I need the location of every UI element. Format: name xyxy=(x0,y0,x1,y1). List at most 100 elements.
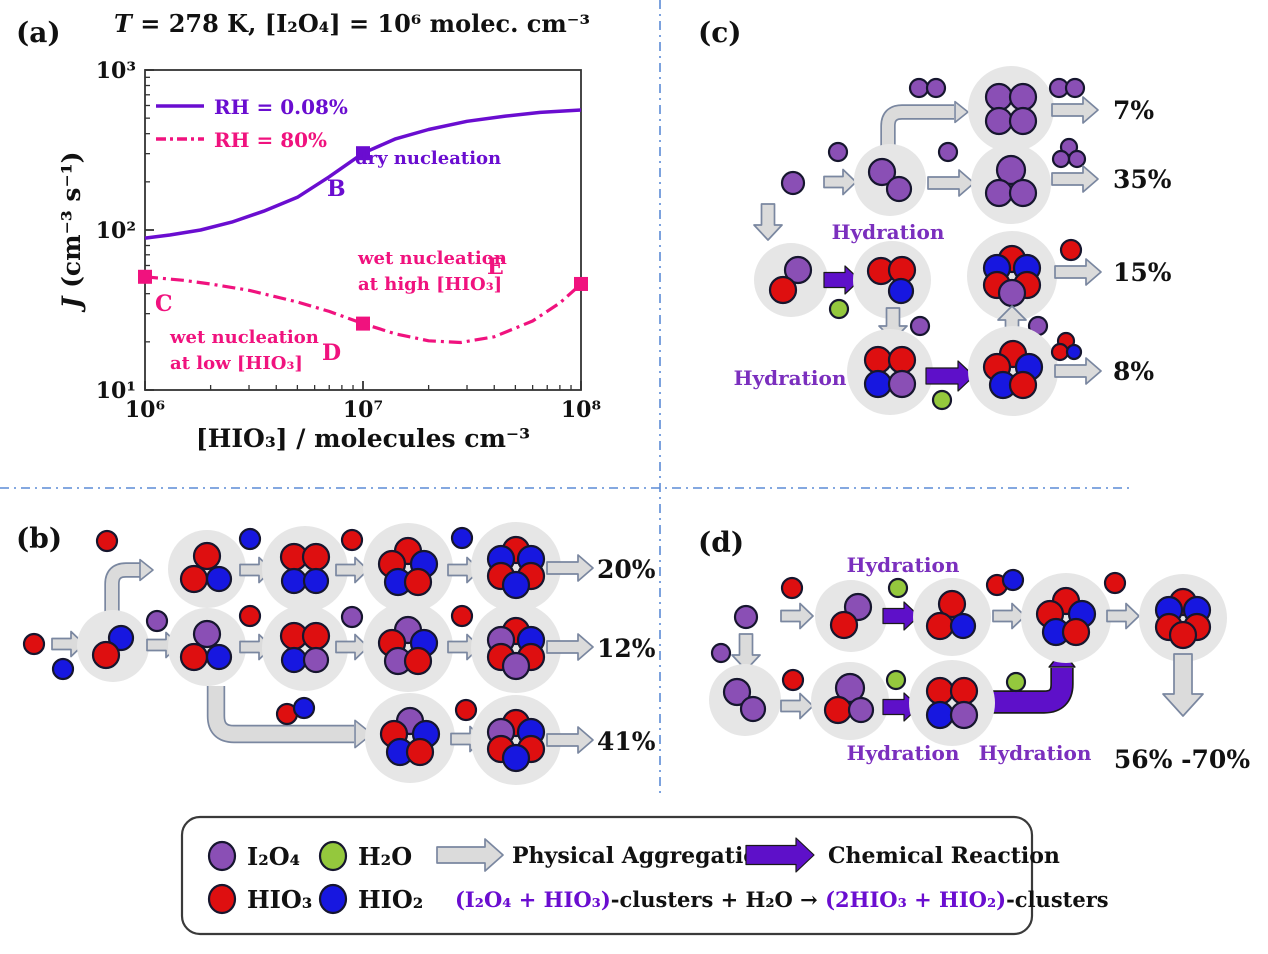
molecule-red xyxy=(925,676,955,706)
physical-aggregation-arrow-r xyxy=(546,726,594,754)
molecule-red xyxy=(238,604,262,628)
chart-title: T = 278 K, [I₂O₄] = 10⁶ molec. cm⁻³ xyxy=(114,9,590,38)
molecule-blue xyxy=(863,369,893,399)
molecule-green xyxy=(885,669,907,691)
molecule-blue xyxy=(1001,568,1025,592)
x-tick-label: 10⁸ xyxy=(561,397,601,423)
chart-annotation: wet nucleation xyxy=(357,248,507,269)
chart-ticks: 10⁶ 10⁷ 10⁸ 10¹ 10² 10³ xyxy=(96,58,601,423)
chart-legend-entry: RH = 0.08% xyxy=(214,95,348,119)
molecule-red xyxy=(937,589,967,619)
physical-aggregation-arrow-d xyxy=(1162,653,1204,717)
physical-aggregation-arrow-r xyxy=(1051,96,1099,124)
cluster-bubble xyxy=(968,66,1054,152)
molecule-purple xyxy=(925,77,947,99)
percent-15: 15% xyxy=(1113,258,1172,287)
chemical-reaction-arrow-r xyxy=(882,601,920,631)
molecule-green xyxy=(828,298,850,320)
pathway-diagram-c: (c) 7% 35% Hydration 15% Hydration 8% xyxy=(698,16,1172,416)
cluster-bubble xyxy=(968,326,1058,416)
physical-aggregation-arrow-r xyxy=(823,168,857,196)
molecule-blue xyxy=(302,567,330,595)
cluster-bubble xyxy=(363,523,453,613)
arrowhead xyxy=(954,100,969,124)
physical-aggregation-arrow-r xyxy=(927,169,975,197)
molecule-blue xyxy=(949,612,977,640)
physical-aggregation-arrow-r xyxy=(335,556,369,584)
molecule-green xyxy=(887,577,909,599)
molecule-blue xyxy=(107,624,135,652)
pathway-diagram-d: (d) Hydration 56% -70% Hydration Hydration xyxy=(698,526,1250,774)
hydration-label: Hydration xyxy=(832,220,945,244)
chemical-reaction-arrow-r xyxy=(925,360,975,392)
panel-label-b: (b) xyxy=(16,522,62,555)
legend-molecule-HIO3-label: HIO₃ xyxy=(247,885,312,914)
molecule-purple xyxy=(867,157,897,187)
molecule-red xyxy=(403,646,433,676)
cluster xyxy=(1021,573,1111,663)
molecule-purple xyxy=(1008,82,1038,112)
bent-physical-arrow xyxy=(206,686,373,749)
legend-box xyxy=(180,815,1034,936)
cluster xyxy=(853,241,931,319)
cluster-bubble xyxy=(363,602,453,692)
molecule-red xyxy=(1168,620,1198,650)
molecule-red xyxy=(192,541,222,571)
cluster-bubble xyxy=(471,522,561,612)
molecule-purple xyxy=(710,642,732,664)
chemical-reaction-arrow-r xyxy=(823,265,861,295)
molecule-red xyxy=(405,737,435,767)
chart-annotation: at high [HIO₃] xyxy=(358,274,502,295)
molecule-red xyxy=(768,275,798,305)
molecule-red xyxy=(1059,238,1083,262)
molecule-red xyxy=(780,576,804,600)
molecule-purple xyxy=(340,605,364,629)
molecule-purple xyxy=(1008,106,1038,136)
molecule-purple xyxy=(949,700,979,730)
molecule-red xyxy=(301,542,331,572)
legend-molecule-HIO2-swatch xyxy=(318,883,348,915)
molecule-purple xyxy=(984,106,1014,136)
molecule-blue xyxy=(887,277,915,305)
molecule-red xyxy=(450,604,474,628)
cluster-bubble xyxy=(847,329,933,415)
cluster xyxy=(847,329,933,415)
cluster-bubble xyxy=(471,695,561,785)
percent-7: 7% xyxy=(1113,96,1154,125)
chart-annotation: at low [HIO₃] xyxy=(170,353,303,374)
legend-arrow-physical-aggregation-label: Physical Aggregation xyxy=(512,843,774,869)
molecule-purple xyxy=(1008,178,1038,208)
molecule-red xyxy=(823,695,853,725)
figure-legend: I₂O₄ H₂O HIO₃ HIO₂ Physical Aggregation Chemi… xyxy=(180,815,1109,936)
molecule-purple xyxy=(1064,77,1086,99)
pathway-diagram-b: (b) 20% 12% 41% xyxy=(16,522,656,785)
cluster xyxy=(1139,574,1227,662)
cluster xyxy=(262,526,348,612)
x-axis-label: [HIO₃] / molecules cm⁻³ xyxy=(196,424,530,453)
cluster xyxy=(971,144,1051,224)
molecule-blue xyxy=(205,643,233,671)
molecule-red xyxy=(1103,571,1127,595)
cluster xyxy=(854,144,926,216)
y-tick-label: 10² xyxy=(96,218,136,244)
molecule-purple xyxy=(501,651,531,681)
molecule-red xyxy=(95,529,119,553)
series-RH-80- xyxy=(144,275,583,345)
molecule-purple xyxy=(1051,149,1071,169)
cluster xyxy=(815,580,887,652)
legend-molecule-I2O4-swatch xyxy=(207,840,237,872)
molecule-purple xyxy=(997,278,1027,308)
y-tick-label: 10¹ xyxy=(96,378,136,404)
legend-molecule-HIO2-label: HIO₂ xyxy=(358,885,423,914)
marker-E xyxy=(574,276,588,291)
molecule-blue xyxy=(280,646,308,674)
chart-annotation: wet nucleation xyxy=(169,327,319,348)
molecule-blue xyxy=(501,570,531,600)
cluster xyxy=(709,664,781,736)
molecule-blue xyxy=(238,527,262,551)
molecule-red xyxy=(340,528,364,552)
chart-annotation: dry nucleation xyxy=(355,148,501,169)
percent-56-70: 56% -70% xyxy=(1114,745,1250,774)
cluster-bubble xyxy=(262,605,348,691)
